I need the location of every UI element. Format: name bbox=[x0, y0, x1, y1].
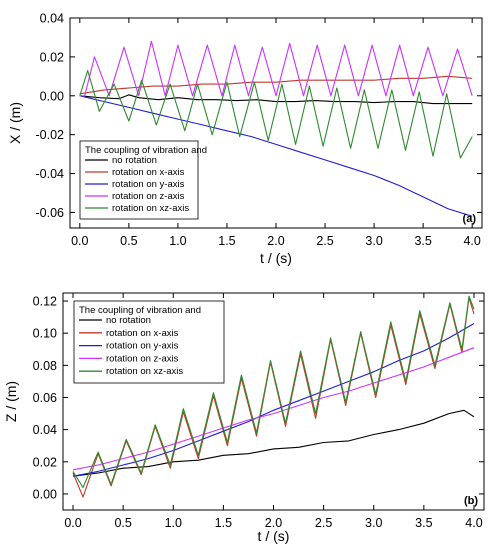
x-tick-label: 1.0 bbox=[169, 234, 186, 248]
legend-entry: rotation on x-axis bbox=[112, 167, 185, 178]
chart-panel-a: 0.0 0.5 1.0 1.5 2.0 2.5 3.0 3.5 4.0 -0.06 -0.04 -0.… bbox=[7, 12, 483, 266]
series-line-rotation-on-y-axis bbox=[79, 95, 473, 217]
y-tick-label: 0.08 bbox=[33, 359, 57, 373]
y-tick-label: 0.02 bbox=[33, 455, 57, 469]
x-tick-label: 2.5 bbox=[315, 516, 332, 530]
legend-entry: rotation on y-axis bbox=[112, 179, 185, 190]
x-tick-label: 1.5 bbox=[218, 234, 235, 248]
x-tick-label: 3.5 bbox=[414, 234, 431, 248]
legend-entry: rotation on x-axis bbox=[106, 328, 179, 339]
x-tick-label: 2.0 bbox=[267, 234, 284, 248]
x-tick-label: 1.0 bbox=[165, 516, 182, 530]
y-tick-label: -0.06 bbox=[36, 206, 65, 220]
y-tick-label: 0.02 bbox=[40, 50, 64, 64]
x-tick-label: 4.0 bbox=[463, 234, 480, 248]
legend-entry: rotation on y-axis bbox=[106, 341, 179, 352]
y-tick-label: 0.00 bbox=[33, 487, 57, 501]
legend-title: The coupling of vibration and bbox=[79, 305, 201, 316]
chart-panel-b: 0.0 0.5 1.0 1.5 2.0 2.5 3.0 3.5 4.0 0.00 0.02 0.04 0… bbox=[3, 292, 485, 544]
x-tick-label: 1.5 bbox=[215, 516, 232, 530]
legend-entry: rotation on z-axis bbox=[106, 353, 179, 364]
x-tick-label: 3.0 bbox=[365, 516, 382, 530]
panel-label: (a) bbox=[463, 213, 477, 225]
legend-entry: no rotation bbox=[112, 155, 157, 166]
series-line-rotation-on-xz-axis bbox=[79, 69, 473, 159]
series-line-rotation-on-xz-axis bbox=[72, 295, 475, 489]
legend-entry: rotation on xz-axis bbox=[112, 203, 189, 214]
series-line-no-rotation bbox=[79, 94, 473, 105]
y-axis-title: X / (m) bbox=[7, 102, 23, 144]
series-line-rotation-on-x-axis bbox=[79, 75, 473, 95]
legend-box bbox=[79, 140, 199, 220]
panel-label: (b) bbox=[464, 495, 478, 507]
legend-entry: rotation on xz-axis bbox=[106, 366, 183, 377]
x-tick-label: 0.5 bbox=[120, 234, 137, 248]
x-axis-title: t / (s) bbox=[260, 250, 292, 266]
series-line-rotation-on-z-axis bbox=[79, 40, 473, 97]
legend-box bbox=[73, 300, 225, 384]
legend-entry: rotation on z-axis bbox=[112, 191, 185, 202]
x-tick-label: 0.0 bbox=[64, 516, 81, 530]
x-axis-title: t / (s) bbox=[258, 528, 290, 544]
y-tick-label: 0.06 bbox=[33, 391, 57, 405]
y-axis-title: Z / (m) bbox=[3, 381, 19, 422]
legend-title: The coupling of vibration and bbox=[85, 145, 207, 156]
x-tick-label: 0.5 bbox=[114, 516, 131, 530]
x-tick-label: 0.0 bbox=[71, 234, 88, 248]
y-tick-label: 0.12 bbox=[33, 295, 57, 309]
x-tick-label: 4.0 bbox=[465, 516, 482, 530]
y-tick-label: 0.04 bbox=[40, 12, 64, 26]
y-tick-label: -0.02 bbox=[36, 128, 65, 142]
y-tick-label: 0.00 bbox=[40, 89, 64, 103]
x-tick-label: 2.0 bbox=[265, 516, 282, 530]
series-line-rotation-on-y-axis bbox=[72, 323, 475, 477]
series-line-rotation-on-x-axis bbox=[72, 297, 475, 498]
x-tick-label: 3.0 bbox=[365, 234, 382, 248]
x-tick-label: 3.5 bbox=[415, 516, 432, 530]
y-tick-label: -0.04 bbox=[36, 167, 65, 181]
y-tick-label: 0.04 bbox=[33, 423, 57, 437]
legend-entry: no rotation bbox=[106, 315, 151, 326]
series-line-no-rotation bbox=[72, 409, 475, 477]
y-tick-label: 0.10 bbox=[33, 327, 57, 341]
x-tick-label: 2.5 bbox=[316, 234, 333, 248]
